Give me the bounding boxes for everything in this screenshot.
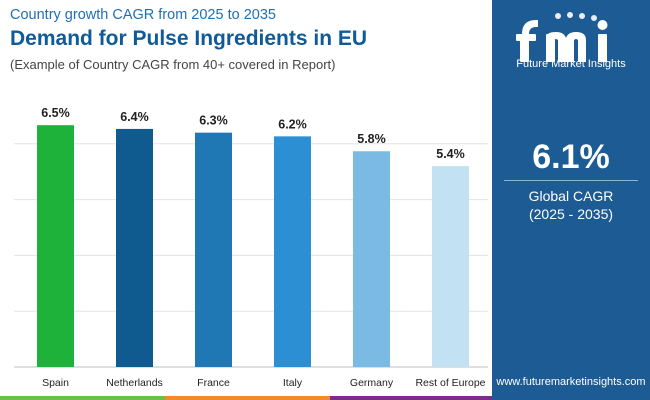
bars — [37, 125, 469, 367]
bar-germany — [353, 151, 390, 367]
chart-area: 6.5% 6.4% 6.3% 6.2% 5.8% 5.4% Spain Netherland… — [0, 88, 492, 400]
category-label: Rest of Europe — [415, 377, 485, 389]
value-label: 6.5% — [41, 106, 70, 120]
bar-netherlands — [116, 128, 153, 367]
category-label: France — [197, 377, 230, 389]
grid-lines — [14, 143, 488, 368]
category-label: Spain — [42, 377, 69, 389]
sidebar-panel: Future Market Insights 6.1% Global CAGR … — [492, 0, 650, 400]
fmi-logo-icon — [516, 12, 608, 62]
bar-france — [195, 132, 232, 367]
bottom-bar-segment — [330, 396, 492, 400]
kpi-divider — [504, 180, 638, 181]
value-label: 6.3% — [199, 114, 228, 128]
bottom-bar-segment — [165, 396, 330, 400]
chart-subtitle: Country growth CAGR from 2025 to 2035 — [10, 7, 276, 23]
bar-italy — [274, 136, 311, 367]
bar-rest-of-europe — [432, 166, 469, 367]
value-label: 5.4% — [436, 147, 465, 161]
bottom-color-bar — [0, 396, 492, 400]
website-link[interactable]: www.futuremarketinsights.com — [496, 376, 646, 388]
category-label: Italy — [283, 377, 303, 389]
global-cagr-value: 6.1% — [532, 138, 610, 176]
category-labels: Spain Netherlands France Italy Germany Rest o… — [42, 377, 486, 389]
bar-chart: 6.5% 6.4% 6.3% 6.2% 5.8% 5.4% Spain Netherland… — [14, 106, 488, 389]
category-label: Netherlands — [106, 377, 163, 389]
category-label: Germany — [350, 377, 394, 389]
value-labels: 6.5% 6.4% 6.3% 6.2% 5.8% 5.4% — [41, 106, 465, 161]
chart-note: (Example of Country CAGR from 40+ covere… — [10, 57, 336, 72]
value-label: 5.8% — [357, 132, 386, 146]
chart-header: Country growth CAGR from 2025 to 2035 De… — [0, 0, 492, 88]
value-label: 6.2% — [278, 117, 307, 131]
logo-text: Future Market Insights — [516, 58, 626, 70]
value-label: 6.4% — [120, 110, 149, 124]
chart-title: Demand for Pulse Ingredients in EU — [10, 27, 368, 50]
bar-spain — [37, 125, 74, 367]
global-cagr-label: Global CAGR — [528, 188, 614, 204]
global-cagr-range: (2025 - 2035) — [528, 206, 614, 222]
bottom-bar-segment — [0, 396, 165, 400]
